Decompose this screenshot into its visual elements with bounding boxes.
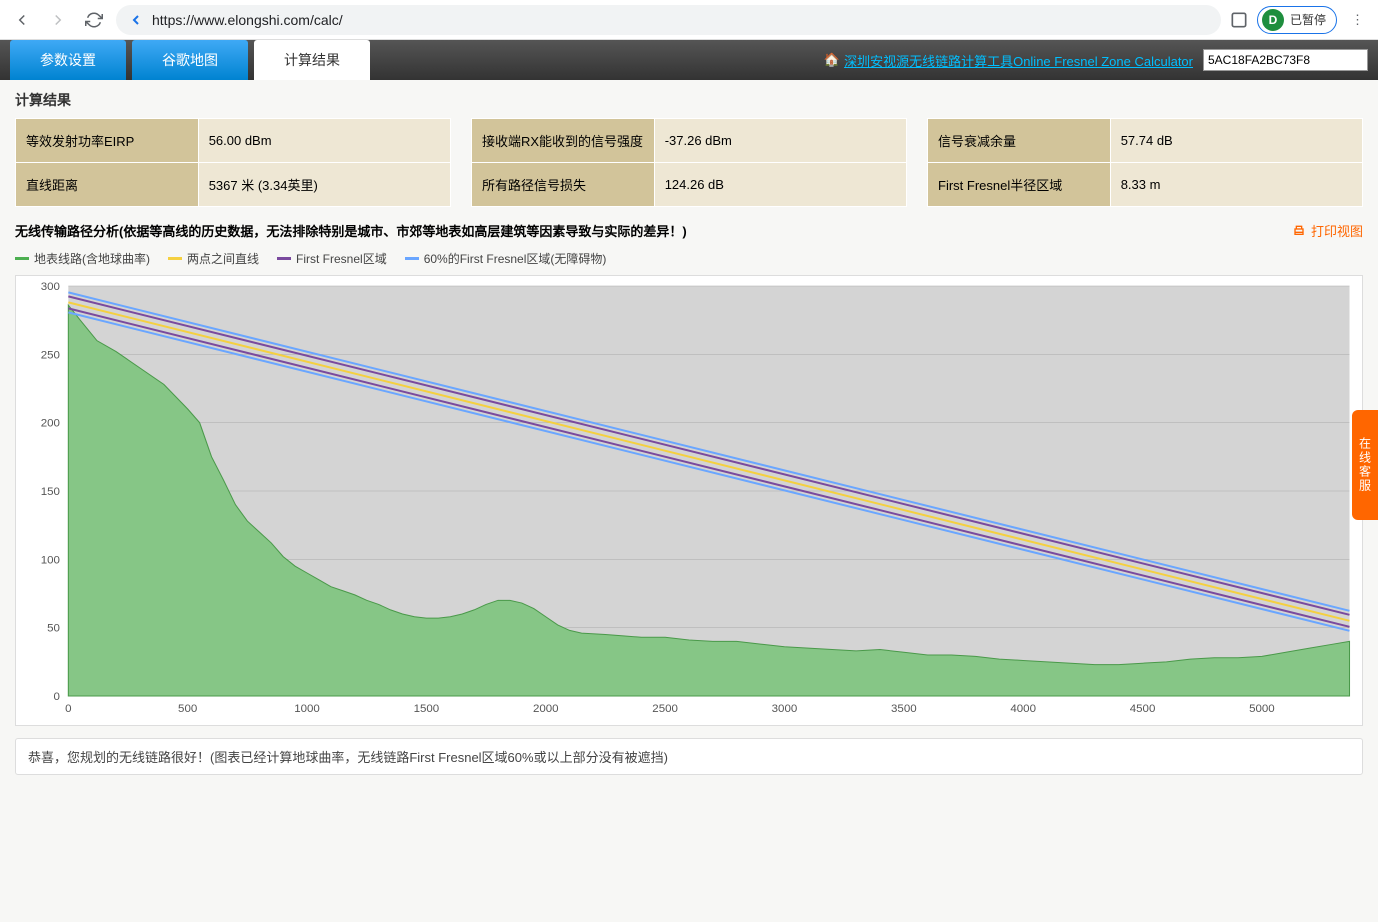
result-label: First Fresnel半径区域 [928,163,1111,207]
results-row: 等效发射功率EIRP56.00 dBm直线距离5367 米 (3.34英里)接收… [15,118,1363,207]
analysis-title: 无线传输路径分析(依据等高线的历史数据，无法排除特别是城市、市郊等地表如高层建筑… [15,221,687,240]
print-icon [1291,223,1307,239]
svg-text:1000: 1000 [294,703,320,715]
svg-text:0: 0 [54,691,60,703]
browser-bar: https://www.elongshi.com/calc/ D 已暂停 ⋮ [0,0,1378,40]
svg-text:1500: 1500 [414,703,440,715]
legend-swatch [168,257,182,260]
url-text: https://www.elongshi.com/calc/ [152,12,1209,28]
svg-text:200: 200 [41,418,60,430]
svg-text:250: 250 [41,350,60,362]
result-value: 8.33 m [1110,163,1362,207]
svg-text:500: 500 [178,703,197,715]
svg-text:0: 0 [65,703,71,715]
back-button[interactable] [8,6,36,34]
site-icon [128,12,144,28]
legend-item-2: First Fresnel区域 [277,250,387,267]
success-message: 恭喜，您规划的无线链路很好！(图表已经计算地球曲率，无线链路First Fres… [15,738,1363,775]
profile-pill[interactable]: D 已暂停 [1257,6,1337,34]
print-link[interactable]: 打印视图 [1291,221,1363,240]
chart-legend: 地表线路(含地球曲率) 两点之间直线 First Fresnel区域 60%的Firs… [15,246,1363,275]
result-table-1: 接收端RX能收到的信号强度-37.26 dBm所有路径信号损失124.26 dB [471,118,907,207]
reload-button[interactable] [80,6,108,34]
legend-item-0: 地表线路(含地球曲率) [15,250,150,267]
result-value: 5367 米 (3.34英里) [198,163,450,207]
svg-text:300: 300 [41,281,60,293]
live-chat-tab[interactable]: 在线客服 [1352,410,1378,520]
result-value: -37.26 dBm [654,119,906,163]
app-header: 参数设置谷歌地图计算结果 🏠 深圳安视源无线链路计算工具Online Fresn… [0,40,1378,80]
forward-button[interactable] [44,6,72,34]
result-label: 等效发射功率EIRP [16,119,199,163]
result-table-2: 信号衰减余量57.74 dBFirst Fresnel半径区域8.33 m [927,118,1363,207]
result-label: 信号衰减余量 [928,119,1111,163]
legend-swatch [277,257,291,260]
svg-text:50: 50 [47,623,60,635]
svg-text:2000: 2000 [533,703,559,715]
code-input[interactable] [1203,49,1368,71]
url-bar[interactable]: https://www.elongshi.com/calc/ [116,5,1221,35]
content-area: 计算结果 等效发射功率EIRP56.00 dBm直线距离5367 米 (3.34… [0,80,1378,922]
home-icon: 🏠 [824,52,840,68]
result-table-0: 等效发射功率EIRP56.00 dBm直线距离5367 米 (3.34英里) [15,118,451,207]
legend-item-1: 两点之间直线 [168,250,259,267]
svg-text:3500: 3500 [891,703,917,715]
result-value: 124.26 dB [654,163,906,207]
legend-swatch [405,257,419,260]
section-title: 计算结果 [15,90,1363,110]
legend-item-3: 60%的First Fresnel区域(无障碍物) [405,250,607,267]
result-value: 57.74 dB [1110,119,1362,163]
tab-1[interactable]: 谷歌地图 [132,40,248,80]
svg-text:5000: 5000 [1249,703,1275,715]
legend-swatch [15,257,29,260]
svg-text:3000: 3000 [772,703,798,715]
result-value: 56.00 dBm [198,119,450,163]
chart-container: 0501001502002503000500100015002000250030… [15,275,1363,726]
profile-status: 已暂停 [1290,11,1326,28]
header-link[interactable]: 深圳安视源无线链路计算工具Online Fresnel Zone Calcula… [844,51,1193,70]
result-label: 直线距离 [16,163,199,207]
svg-text:4500: 4500 [1130,703,1156,715]
avatar: D [1262,9,1284,31]
tab-2[interactable]: 计算结果 [254,40,370,80]
svg-text:4000: 4000 [1010,703,1036,715]
svg-text:2500: 2500 [652,703,678,715]
menu-button[interactable]: ⋮ [1345,12,1370,28]
svg-text:150: 150 [41,486,60,498]
fresnel-chart: 0501001502002503000500100015002000250030… [18,278,1360,723]
header-title: 🏠 深圳安视源无线链路计算工具Online Fresnel Zone Calcu… [824,51,1193,70]
tab-0[interactable]: 参数设置 [10,40,126,80]
svg-text:100: 100 [41,555,60,567]
result-label: 所有路径信号损失 [472,163,655,207]
extensions-icon[interactable] [1229,10,1249,30]
result-label: 接收端RX能收到的信号强度 [472,119,655,163]
